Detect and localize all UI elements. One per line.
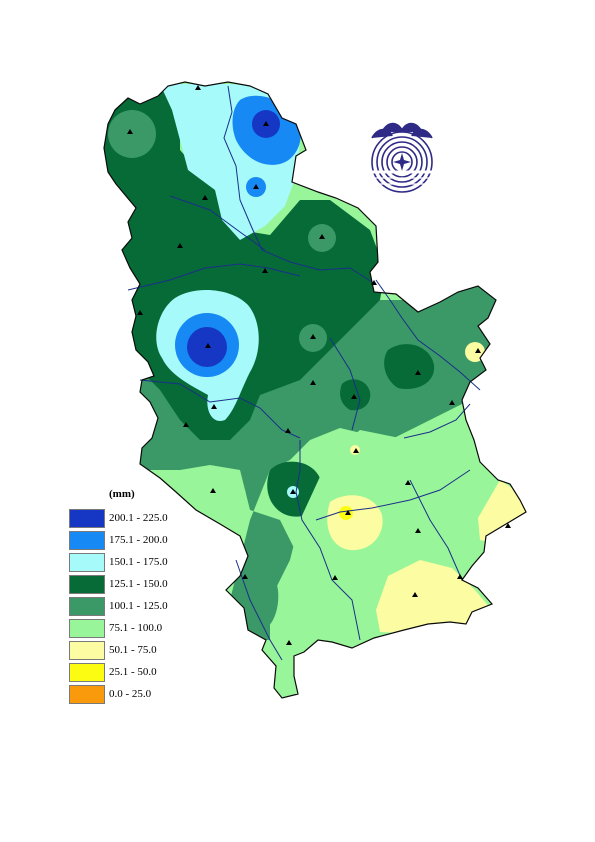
station-marker-icon <box>210 488 216 493</box>
legend-swatch <box>69 509 105 528</box>
legend-swatch <box>69 531 105 550</box>
legend-swatch <box>69 663 105 682</box>
legend-row: 50.1 - 75.0 <box>69 640 209 662</box>
station-marker-icon <box>286 640 292 645</box>
station-marker-icon <box>412 592 418 597</box>
station-marker-icon <box>242 574 248 579</box>
station-marker-icon <box>183 422 189 427</box>
station-marker-icon <box>371 280 377 285</box>
legend-row: 200.1 - 225.0 <box>69 508 209 530</box>
legend-row: 25.1 - 50.0 <box>69 662 209 684</box>
legend-row: 0.0 - 25.0 <box>69 684 209 706</box>
station-marker-icon <box>351 394 357 399</box>
legend-label: 0.0 - 25.0 <box>109 688 152 700</box>
station-marker-icon <box>415 370 421 375</box>
station-marker-icon <box>353 448 359 453</box>
legend-label: 125.1 - 150.0 <box>109 578 168 590</box>
legend-label: 75.1 - 100.0 <box>109 622 163 634</box>
station-marker-icon <box>415 528 421 533</box>
station-marker-icon <box>205 343 211 348</box>
legend-swatch <box>69 597 105 616</box>
station-marker-icon <box>319 234 325 239</box>
station-marker-icon <box>457 574 463 579</box>
station-marker-icon <box>505 523 511 528</box>
legend-label: 175.1 - 200.0 <box>109 534 168 546</box>
station-marker-icon <box>177 243 183 248</box>
station-marker-icon <box>211 404 217 409</box>
station-marker-icon <box>285 428 291 433</box>
hydrometeorological-service-emblem-icon <box>371 122 433 193</box>
station-marker-icon <box>332 575 338 580</box>
legend-row: 175.1 - 200.0 <box>69 530 209 552</box>
legend-label: 100.1 - 125.0 <box>109 600 168 612</box>
legend-row: 75.1 - 100.0 <box>69 618 209 640</box>
legend-row: 100.1 - 125.0 <box>69 596 209 618</box>
legend-swatch <box>69 619 105 638</box>
station-marker-icon <box>195 85 201 90</box>
station-marker-icon <box>253 184 259 189</box>
legend-swatch <box>69 575 105 594</box>
station-marker-icon <box>290 489 296 494</box>
rivers <box>127 85 481 661</box>
legend-swatch <box>69 553 105 572</box>
legend-label: 50.1 - 75.0 <box>109 644 157 656</box>
station-marker-icon <box>475 348 481 353</box>
weather-stations <box>127 85 511 645</box>
legend-swatch <box>69 641 105 660</box>
station-marker-icon <box>310 380 316 385</box>
legend-label: 150.1 - 175.0 <box>109 556 168 568</box>
legend-title: (mm) <box>109 488 135 500</box>
legend-label: 200.1 - 225.0 <box>109 512 168 524</box>
station-marker-icon <box>405 480 411 485</box>
legend-swatch <box>69 685 105 704</box>
station-marker-icon <box>345 510 351 515</box>
station-marker-icon <box>137 310 143 315</box>
station-marker-icon <box>202 195 208 200</box>
station-marker-icon <box>263 121 269 126</box>
station-marker-icon <box>310 334 316 339</box>
legend-row: 150.1 - 175.0 <box>69 552 209 574</box>
legend-label: 25.1 - 50.0 <box>109 666 157 678</box>
station-marker-icon <box>449 400 455 405</box>
legend-row: 125.1 - 150.0 <box>69 574 209 596</box>
station-marker-icon <box>262 268 268 273</box>
station-marker-icon <box>127 129 133 134</box>
